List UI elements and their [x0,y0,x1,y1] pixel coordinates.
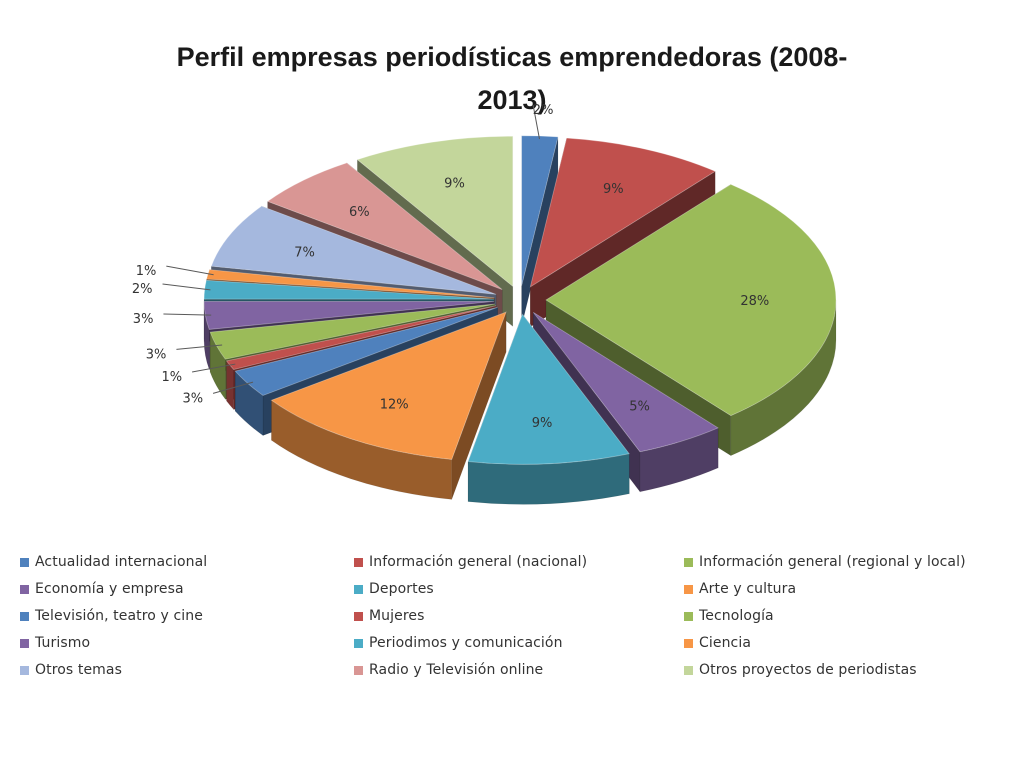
legend-swatch [20,611,29,621]
legend-label: Información general (regional y local) [699,554,966,570]
pie-chart: 2%9%28%5%9%12%3%1%3%3%2%1%7%6%9% [132,103,837,505]
legend-label: Turismo [35,635,91,651]
pie-slice-cut-5-0 [451,311,507,500]
pie-slice-12 [210,205,497,295]
data-label-13: 6% [349,205,370,220]
legend-swatch [684,638,693,648]
pie-slice-14 [356,135,514,288]
leader-line-11 [166,265,214,276]
data-label-10: 2% [132,282,153,297]
data-label-6: 3% [182,391,203,406]
legend-label: Mujeres [369,608,425,624]
legend-item: Información general (nacional) [354,551,684,573]
legend-item: Televisión, teatro y cine [20,605,354,627]
pie-slice-13 [266,162,503,290]
chart-legend: Actualidad internacional Información gene… [20,551,1010,681]
data-label-12: 7% [294,245,315,260]
legend-item: Arte y cultura [684,578,1004,600]
leader-line-9 [163,313,212,316]
leader-line-7 [191,363,236,373]
legend-swatch [354,557,363,567]
legend-label: Ciencia [699,635,752,651]
legend-swatch [354,638,363,648]
data-label-8: 3% [146,347,167,362]
legend-swatch [684,557,693,567]
data-label-5: 12% [380,397,409,412]
leader-line-6 [212,381,254,394]
legend-item: Deportes [354,578,684,600]
chart-title-line-1: Perfil empresas periodísticas emprendedo… [176,42,848,72]
pie-slice-4 [467,313,630,465]
legend-item: Economía y empresa [20,578,354,600]
legend-label: Información general (nacional) [369,554,588,570]
legend-swatch [684,584,693,594]
pie-slice-0 [521,135,559,286]
pie-slice-10 [203,279,495,300]
data-label-9: 3% [133,312,154,327]
legend-swatch [354,584,363,594]
legend-item: Otros temas [20,659,354,681]
legend-item: Tecnología [684,605,1004,627]
pie-slice-11 [206,269,495,299]
chart-title: Perfil empresas periodísticas emprendedo… [110,36,914,122]
legend-item: Ciencia [684,632,1004,654]
legend-label: Periodimos y comunicación [369,635,563,651]
legend-label: Televisión, teatro y cine [35,608,203,624]
leader-line-8 [176,344,223,350]
legend-item: Turismo [20,632,354,654]
legend-label: Economía y empresa [35,581,184,597]
legend-swatch [354,665,363,675]
pie-slice-wall-4 [467,453,630,505]
legend-label: Deportes [369,581,434,597]
data-label-11: 1% [136,264,157,279]
legend-swatch [20,665,29,675]
data-label-1: 9% [603,182,624,197]
data-label-3: 5% [629,399,650,414]
legend-label: Actualidad internacional [35,554,208,570]
pie-slice-1 [529,137,717,288]
data-label-7: 1% [161,370,182,385]
data-label-0: 2% [533,103,554,118]
legend-label: Arte y cultura [699,581,797,597]
legend-item: Radio y Televisión online [354,659,684,681]
pie-label-layer: 2%9%28%5%9%12%3%1%3%3%2%1%7%6%9% [132,103,769,431]
chart-title-line-2: 2013) [477,85,547,115]
legend-item: Periodimos y comunicación [354,632,684,654]
pie-slice-5 [270,311,507,460]
leader-line-10 [162,283,211,291]
legend-item: Actualidad internacional [20,551,354,573]
pie-top-layer [203,135,837,465]
legend-label: Radio y Televisión online [369,662,544,678]
legend-swatch [684,665,693,675]
legend-swatch [20,584,29,594]
data-label-4: 9% [532,416,553,431]
legend-item: Información general (regional y local) [684,551,1004,573]
legend-swatch [20,557,29,567]
legend-label: Otros proyectos de periodistas [699,662,917,678]
legend-swatch [684,611,693,621]
legend-item: Mujeres [354,605,684,627]
data-label-2: 28% [740,294,769,309]
legend-item: Otros proyectos de periodistas [684,659,1004,681]
pie-slice-3 [532,311,719,453]
legend-swatch [354,611,363,621]
legend-label: Otros temas [35,662,122,678]
legend-swatch [20,638,29,648]
leader-line-0 [532,104,540,140]
data-label-14: 9% [444,177,465,192]
pie-slice-2 [545,183,837,417]
legend-label: Tecnología [699,608,774,624]
